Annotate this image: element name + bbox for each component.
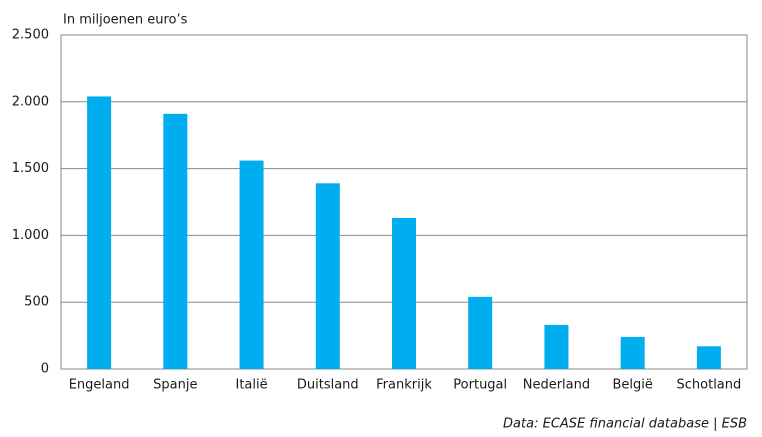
x-tick-label: Nederland: [523, 378, 590, 393]
y-tick-label: 500: [24, 295, 49, 310]
bar: [87, 96, 112, 370]
x-tick-label: Portugal: [453, 378, 507, 393]
x-tick-label: Frankrijk: [376, 378, 432, 393]
y-tick-label: 1.000: [12, 228, 49, 243]
x-tick-label: België: [612, 378, 652, 393]
bar: [392, 218, 416, 369]
bar: [315, 183, 340, 369]
x-tick-label: Schotland: [677, 378, 742, 393]
bar: [696, 346, 721, 369]
x-tick-label: Italië: [235, 378, 267, 393]
bar: [544, 324, 569, 369]
chart-title: In miljoenen euro’s: [63, 13, 188, 28]
x-tick-label: Engeland: [69, 378, 130, 393]
bar: [239, 160, 264, 369]
y-tick-label: 2.000: [12, 94, 49, 109]
y-tick-label: 1.500: [12, 161, 49, 176]
bar: [163, 113, 188, 369]
bar: [468, 296, 493, 369]
bar: [620, 336, 645, 369]
x-tick-label: Duitsland: [297, 378, 359, 393]
x-tick-label: Spanje: [153, 378, 197, 393]
source-note: Data: ECASE financial database | ESB: [503, 417, 747, 432]
y-tick-label: 0: [41, 362, 49, 377]
y-tick-label: 2.500: [12, 28, 49, 43]
